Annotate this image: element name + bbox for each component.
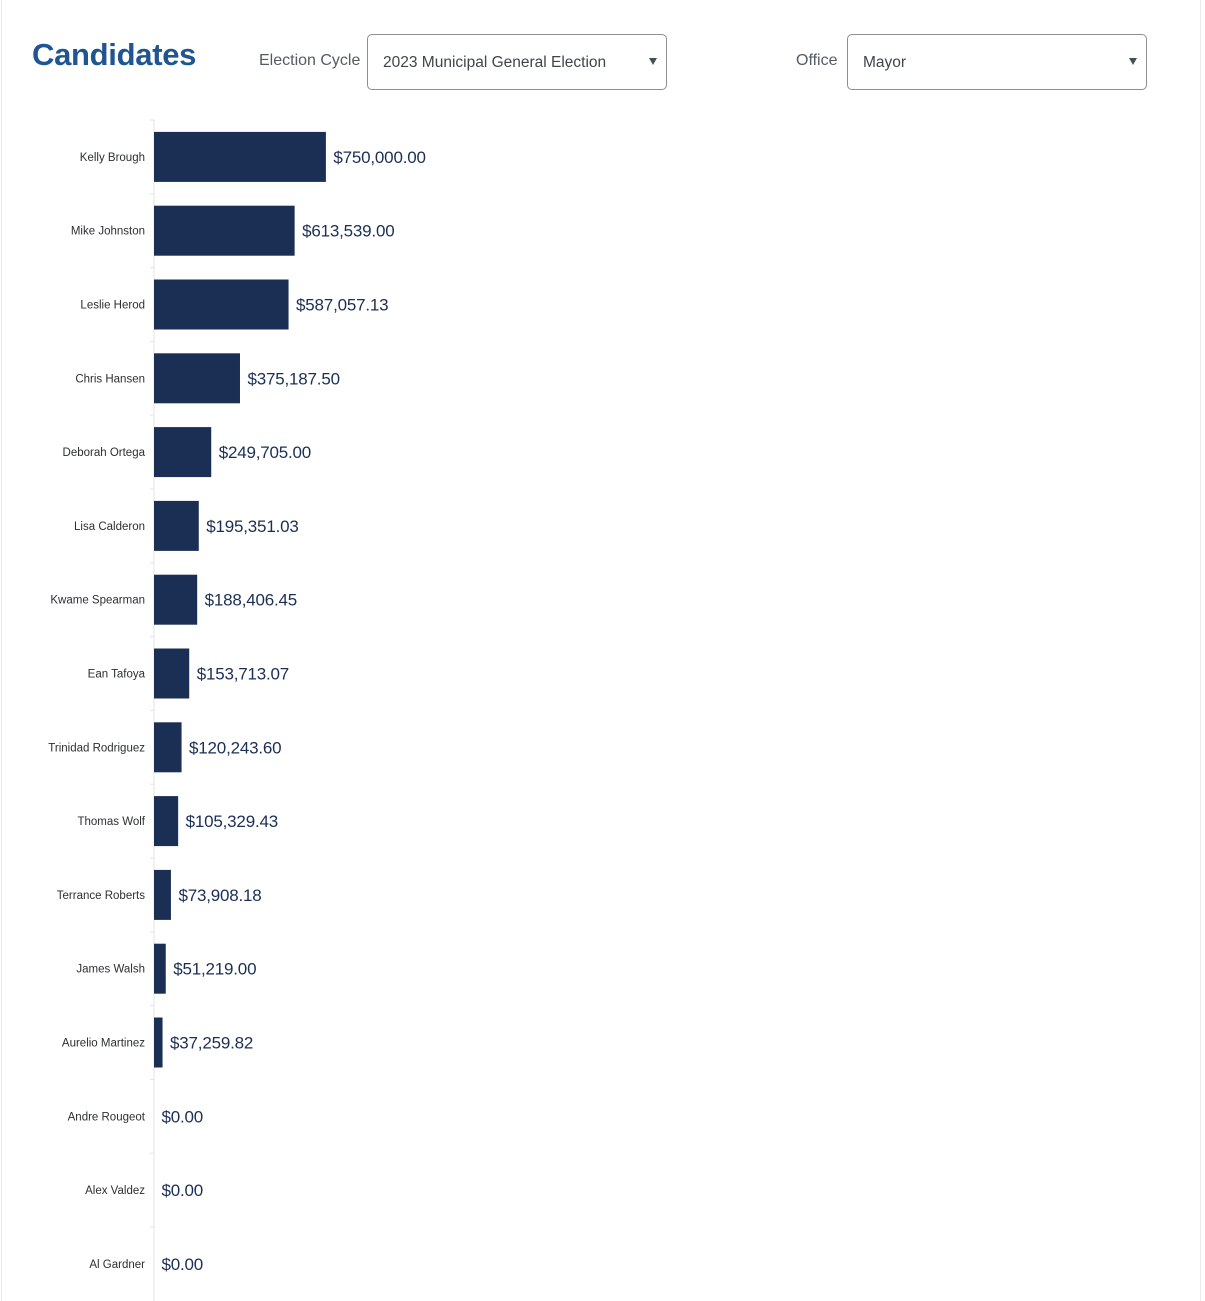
bar[interactable]	[154, 796, 179, 847]
value-label: $188,406.45	[205, 591, 297, 610]
value-label: $249,705.00	[219, 443, 311, 462]
office-value: Mayor	[863, 54, 907, 71]
office-select[interactable]: Mayor	[847, 34, 1147, 90]
value-label: $0.00	[162, 1181, 204, 1200]
bar[interactable]	[154, 131, 326, 182]
category-label: Lisa Calderon	[74, 521, 145, 533]
caret-down-icon	[649, 58, 657, 65]
category-label: Chris Hansen	[75, 373, 145, 385]
category-label: Deborah Ortega	[63, 447, 146, 459]
bar[interactable]	[154, 1017, 163, 1068]
value-label: $750,000.00	[333, 148, 425, 167]
category-label: Thomas Wolf	[77, 816, 145, 828]
value-label: $51,219.00	[173, 960, 256, 979]
value-label: $105,329.43	[186, 812, 278, 831]
value-label: $195,351.03	[206, 517, 298, 536]
bar[interactable]	[154, 943, 166, 994]
value-label: $37,259.82	[170, 1034, 253, 1053]
election-cycle-select[interactable]: 2023 Municipal General Election	[367, 34, 667, 90]
category-label: Andre Rougeot	[68, 1111, 146, 1123]
value-label: $153,713.07	[197, 665, 289, 684]
value-label: $375,187.50	[247, 369, 339, 388]
election-cycle-value: 2023 Municipal General Election	[383, 54, 607, 71]
page-title: Candidates	[32, 37, 197, 72]
bar[interactable]	[154, 500, 199, 551]
category-label: Alex Valdez	[85, 1185, 145, 1197]
category-label: James Walsh	[76, 964, 145, 976]
category-label: Kelly Brough	[80, 152, 145, 164]
election-cycle-label: Election Cycle	[259, 52, 361, 69]
category-label: Kwame Spearman	[50, 595, 145, 607]
bar[interactable]	[154, 722, 182, 773]
category-label: Ean Tafoya	[88, 669, 146, 681]
caret-down-icon	[1129, 58, 1137, 65]
bar[interactable]	[154, 574, 198, 625]
value-label: $613,539.00	[302, 222, 394, 241]
value-label: $587,057.13	[296, 296, 388, 315]
office-label: Office	[796, 52, 838, 69]
candidates-bar-chart: Kelly Brough $750,000.00 Mike Johnston $613…	[48, 119, 426, 1301]
bar[interactable]	[154, 353, 240, 404]
bar[interactable]	[154, 205, 295, 256]
value-label: $73,908.18	[178, 886, 261, 905]
category-label: Terrance Roberts	[57, 890, 145, 902]
category-label: Mike Johnston	[71, 226, 145, 238]
category-label: Aurelio Martinez	[62, 1038, 145, 1050]
bar[interactable]	[154, 869, 171, 920]
value-label: $0.00	[162, 1107, 204, 1126]
bar[interactable]	[154, 648, 190, 699]
bar[interactable]	[154, 279, 289, 330]
category-label: Trinidad Rodriguez	[48, 742, 145, 754]
category-label: Al Gardner	[89, 1259, 145, 1271]
value-label: $120,243.60	[189, 738, 281, 757]
bar[interactable]	[154, 427, 212, 478]
value-label: $0.00	[162, 1255, 204, 1274]
category-label: Leslie Herod	[80, 300, 145, 312]
